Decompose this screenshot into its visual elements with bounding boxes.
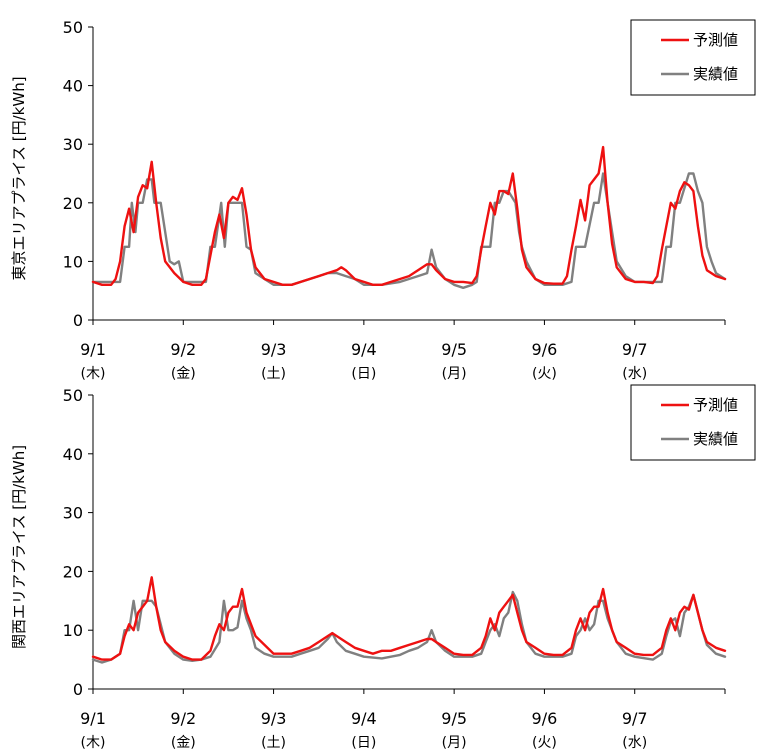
x-tick-weekday-label: (水) [622, 735, 647, 751]
legend-label-actual: 実績値 [693, 65, 738, 83]
y-tick-label: 50 [63, 18, 83, 37]
legend-label-forecast: 予測値 [693, 31, 738, 49]
x-tick-weekday-label: (木) [81, 366, 106, 382]
x-tick-weekday-label: (金) [171, 735, 196, 751]
x-tick-date-label: 9/4 [351, 709, 377, 728]
x-tick-date-label: 9/6 [532, 340, 558, 359]
legend-box [630, 19, 756, 96]
x-tick-weekday-label: (木) [81, 735, 106, 751]
y-tick-label: 30 [63, 135, 83, 154]
chart-panel-2: 0 10 20 30 40 50 9/1 (木) 9/2 (金) 9/3 (土) 9/4 (日) 9/5 (月… [10, 384, 756, 751]
x-tick-date-label: 9/3 [261, 340, 287, 359]
x-tick-date-label: 9/2 [170, 340, 196, 359]
y-tick-label: 20 [63, 562, 83, 581]
y-tick-label: 0 [73, 680, 83, 699]
x-tick-date-label: 9/7 [622, 340, 648, 359]
series-line-actual [91, 590, 727, 664]
x-tick-date-label: 9/5 [441, 340, 467, 359]
x-tick-date-label: 9/1 [80, 709, 106, 728]
x-tick-weekday-label: (金) [171, 366, 196, 382]
y-tick-label: 40 [63, 77, 83, 96]
x-tick-weekday-label: (水) [622, 366, 647, 382]
x-tick-weekday-label: (月) [442, 366, 467, 382]
legend-label-actual: 実績値 [693, 430, 738, 448]
series-line-forecast [91, 145, 727, 286]
y-tick-label: 10 [63, 252, 83, 271]
y-axis-title: 関西エリアプライス [円/kWh] [10, 445, 28, 649]
x-tick-weekday-label: (火) [532, 735, 557, 751]
x-tick-weekday-label: (日) [351, 366, 376, 382]
chart-panel-1: 0 10 20 30 40 50 9/1 (木) 9/2 (金) 9/3 (土) 9/4 (日) 9/5 (月… [10, 18, 756, 382]
x-tick-date-label: 9/1 [80, 340, 106, 359]
x-tick-date-label: 9/6 [532, 709, 558, 728]
y-tick-label: 40 [63, 445, 83, 464]
x-tick-weekday-label: (月) [442, 735, 467, 751]
y-tick-label: 20 [63, 194, 83, 213]
x-tick-weekday-label: (土) [261, 735, 286, 751]
x-tick-date-label: 9/2 [170, 709, 196, 728]
x-tick-date-label: 9/4 [351, 340, 377, 359]
y-tick-label: 50 [63, 386, 83, 405]
x-tick-weekday-label: (火) [532, 366, 557, 382]
x-tick-date-label: 9/7 [622, 709, 648, 728]
legend-box [630, 384, 756, 461]
x-tick-weekday-label: (土) [261, 366, 286, 382]
x-tick-weekday-label: (日) [351, 735, 376, 751]
y-tick-label: 0 [73, 311, 83, 330]
y-axis-title: 東京エリアプライス [円/kWh] [10, 76, 28, 280]
x-tick-date-label: 9/5 [441, 709, 467, 728]
legend-label-forecast: 予測値 [693, 396, 738, 414]
series-line-forecast [91, 576, 727, 661]
y-tick-label: 30 [63, 504, 83, 523]
x-tick-date-label: 9/3 [261, 709, 287, 728]
series-line-actual [91, 172, 727, 289]
y-tick-label: 10 [63, 621, 83, 640]
